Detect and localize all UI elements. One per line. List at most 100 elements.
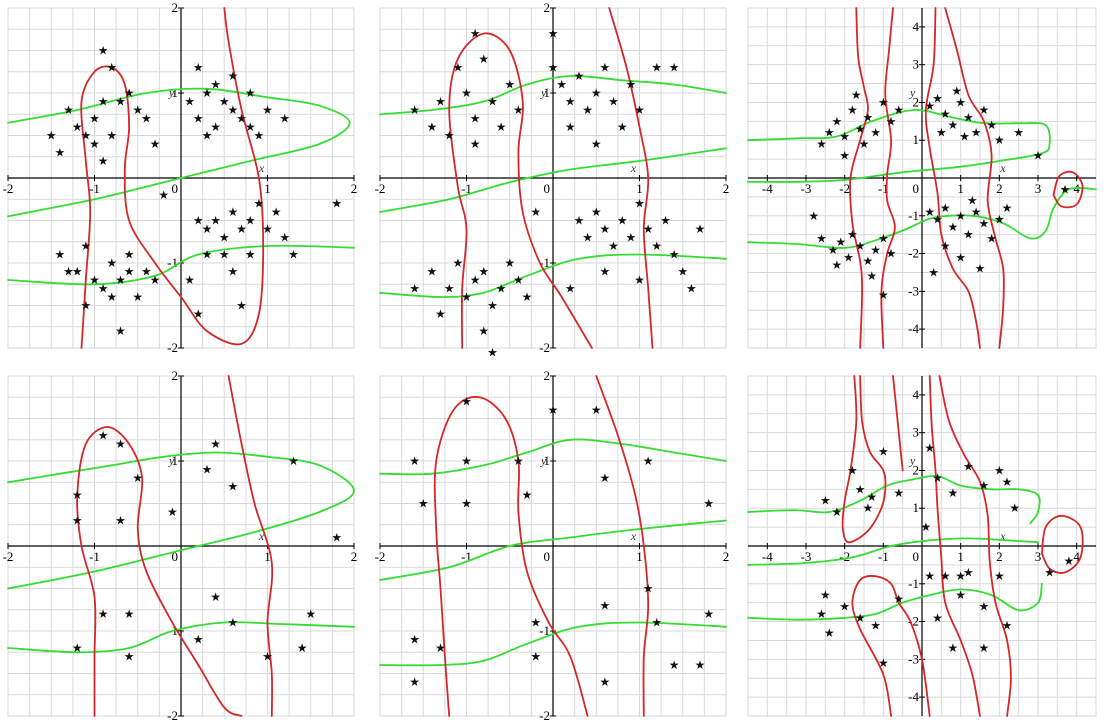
- data-point: ★: [886, 247, 897, 261]
- data-point: ★: [124, 650, 135, 664]
- data-point: ★: [72, 120, 83, 134]
- data-point: ★: [245, 214, 256, 228]
- data-point: ★: [591, 205, 602, 219]
- data-point: ★: [106, 256, 117, 270]
- data-point: ★: [548, 61, 559, 75]
- data-point: ★: [634, 103, 645, 117]
- red-curve: [841, 375, 887, 544]
- red-curve: [938, 375, 1012, 717]
- y-tick-label: 4: [913, 387, 920, 402]
- data-point: ★: [643, 222, 654, 236]
- red-curve: [1052, 170, 1084, 209]
- data-point: ★: [617, 120, 628, 134]
- red-curve: [944, 7, 1005, 349]
- y-tick-label: -1: [908, 208, 919, 223]
- x-tick-label: 1: [957, 181, 964, 196]
- data-point: ★: [297, 641, 308, 655]
- data-point: ★: [1002, 475, 1013, 489]
- chart-panel-6: -4 -3 -2 -1 1 2 3 4 0 4 3 2 1 -1 -2 -3 -4 x y ★ ★ ★ ★ ★ ★ ★ ★ ★ ★ ★ ★ ★…: [740, 368, 1104, 728]
- data-point: ★: [625, 78, 636, 92]
- data-point: ★: [816, 231, 827, 245]
- y-axis-label: y: [909, 453, 916, 467]
- data-point: ★: [975, 262, 986, 276]
- data-point: ★: [89, 273, 100, 287]
- x-axis-label: x: [258, 161, 265, 175]
- data-point: ★: [859, 137, 870, 151]
- data-point: ★: [669, 658, 680, 672]
- data-point: ★: [893, 592, 904, 606]
- y-tick-label: 2: [544, 368, 551, 383]
- data-point: ★: [193, 214, 204, 228]
- data-point: ★: [409, 103, 420, 117]
- y-axis-label: y: [168, 85, 175, 99]
- data-point: ★: [617, 214, 628, 228]
- y-tick-label: 2: [172, 0, 179, 15]
- y-tick-label: -2: [908, 246, 919, 261]
- data-point: ★: [608, 95, 619, 109]
- data-point: ★: [262, 222, 273, 236]
- data-point: ★: [470, 137, 481, 151]
- data-point: ★: [245, 86, 256, 100]
- data-point: ★: [878, 445, 889, 459]
- data-point: ★: [866, 490, 877, 504]
- data-point: ★: [940, 107, 951, 121]
- data-point: ★: [582, 231, 593, 245]
- data-point: ★: [828, 243, 839, 257]
- x-tick-label: -2: [375, 181, 386, 196]
- x-tick-label: 1: [264, 549, 271, 564]
- data-point: ★: [847, 463, 858, 477]
- data-point: ★: [565, 282, 576, 296]
- data-point: ★: [978, 599, 989, 613]
- x-axis-label: x: [630, 529, 637, 543]
- chart-svg: -4 -3 -2 -1 1 2 3 404321-1-2-3-4xy★★★★★★★★★★★★★…: [747, 375, 1097, 717]
- y-tick-label: -4: [908, 689, 919, 704]
- data-point: ★: [262, 103, 273, 117]
- data-point: ★: [236, 299, 247, 313]
- data-point: ★: [80, 239, 91, 253]
- x-axis-label: x: [258, 529, 265, 543]
- data-point: ★: [106, 290, 117, 304]
- chart-svg: -4 -3 -2 -1 1 2 3 404321-1-2-3-4xy★★★★★★★★★★★★★…: [747, 7, 1097, 349]
- x-tick-label: -3: [801, 549, 812, 564]
- origin-tick-label: 0: [913, 181, 920, 196]
- data-point: ★: [832, 114, 843, 128]
- red-curve: [448, 32, 593, 349]
- data-point: ★: [548, 403, 559, 417]
- red-curve: [880, 7, 896, 349]
- data-point: ★: [669, 61, 680, 75]
- x-tick-label: -3: [801, 181, 812, 196]
- data-point: ★: [932, 92, 943, 106]
- data-point: ★: [63, 265, 74, 279]
- data-point: ★: [305, 607, 316, 621]
- x-tick-label: 1: [264, 181, 271, 196]
- data-point: ★: [634, 273, 645, 287]
- data-point: ★: [115, 95, 126, 109]
- data-point: ★: [478, 265, 489, 279]
- data-point: ★: [279, 112, 290, 126]
- data-point: ★: [574, 214, 585, 228]
- red-curve: [1041, 514, 1084, 574]
- data-point: ★: [963, 228, 974, 242]
- data-point: ★: [963, 565, 974, 579]
- x-tick-label: -1: [878, 181, 889, 196]
- data-point: ★: [951, 84, 962, 98]
- data-point: ★: [435, 307, 446, 321]
- origin-tick-label: 0: [913, 549, 920, 564]
- red-curve: [892, 375, 904, 472]
- chart-svg: -2 -1 1 2 0 2 1 -1 -2 x y ★ ★ ★ ★ ★ ★ ★ ★ ★ ★ ★ ★ ★ ★ ★ ★ ★ ★ ★ ★ ★ ★ ★ ★ ★…: [375, 0, 730, 356]
- data-point: ★: [955, 250, 966, 264]
- data-point: ★: [435, 95, 446, 109]
- data-point: ★: [986, 231, 997, 245]
- red-curve: [227, 375, 274, 717]
- data-point: ★: [591, 86, 602, 100]
- data-point: ★: [940, 201, 951, 215]
- data-point: ★: [808, 209, 819, 223]
- x-tick-label: 3: [1035, 181, 1042, 196]
- data-point: ★: [228, 265, 239, 279]
- data-point: ★: [878, 231, 889, 245]
- data-point: ★: [870, 126, 881, 140]
- data-point: ★: [924, 569, 935, 583]
- data-point: ★: [971, 126, 982, 140]
- data-point: ★: [98, 429, 109, 443]
